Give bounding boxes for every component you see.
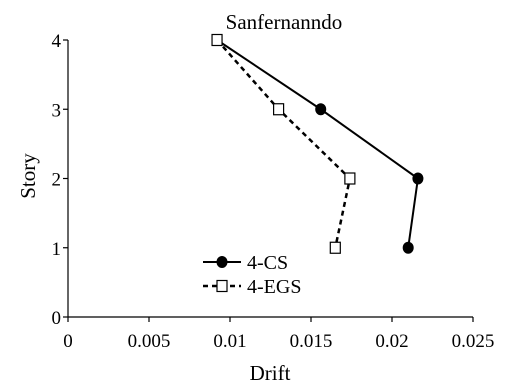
- x-tick-label: 0: [63, 331, 73, 352]
- legend: 4-CS4-EGS: [203, 252, 301, 298]
- legend-swatch-marker: [216, 279, 228, 293]
- data-point: [412, 172, 424, 185]
- x-tick-label: 0.005: [128, 331, 171, 352]
- x-tick-label: 0.015: [290, 331, 333, 352]
- y-tick-label: 1: [52, 239, 62, 260]
- legend-item: 4-CS: [203, 252, 288, 274]
- y-tick-label: 0: [52, 308, 62, 329]
- y-axis-title: Story: [16, 153, 40, 199]
- x-tick-label: 0.02: [375, 331, 408, 352]
- legend-swatch-marker: [216, 256, 228, 268]
- series-line: [216, 39, 419, 248]
- series-line: [216, 39, 352, 249]
- y-tick-label: 4: [52, 31, 62, 52]
- series-4-cs: [211, 34, 424, 254]
- series-4-egs: [211, 33, 356, 254]
- x-tick-label: 0.01: [213, 331, 246, 352]
- data-point: [344, 172, 356, 185]
- ticks: 0 0.005 0.01 0.015 0.02 0.025 0 1 2 3 4: [52, 31, 495, 352]
- series-layer: [211, 33, 424, 254]
- y-tick-label: 3: [52, 100, 62, 121]
- data-point: [315, 103, 327, 116]
- legend-label: 4-CS: [247, 252, 288, 274]
- legend-item: 4-EGS: [203, 276, 301, 298]
- x-tick-label: 0.025: [452, 331, 495, 352]
- data-point: [402, 241, 414, 254]
- chart-title: Sanfernanndo: [226, 10, 343, 34]
- data-point: [273, 103, 285, 116]
- y-tick-label: 2: [52, 170, 62, 191]
- data-point: [211, 33, 223, 47]
- x-axis-title: Drift: [250, 361, 291, 385]
- legend-label: 4-EGS: [247, 276, 301, 298]
- data-point: [329, 241, 341, 254]
